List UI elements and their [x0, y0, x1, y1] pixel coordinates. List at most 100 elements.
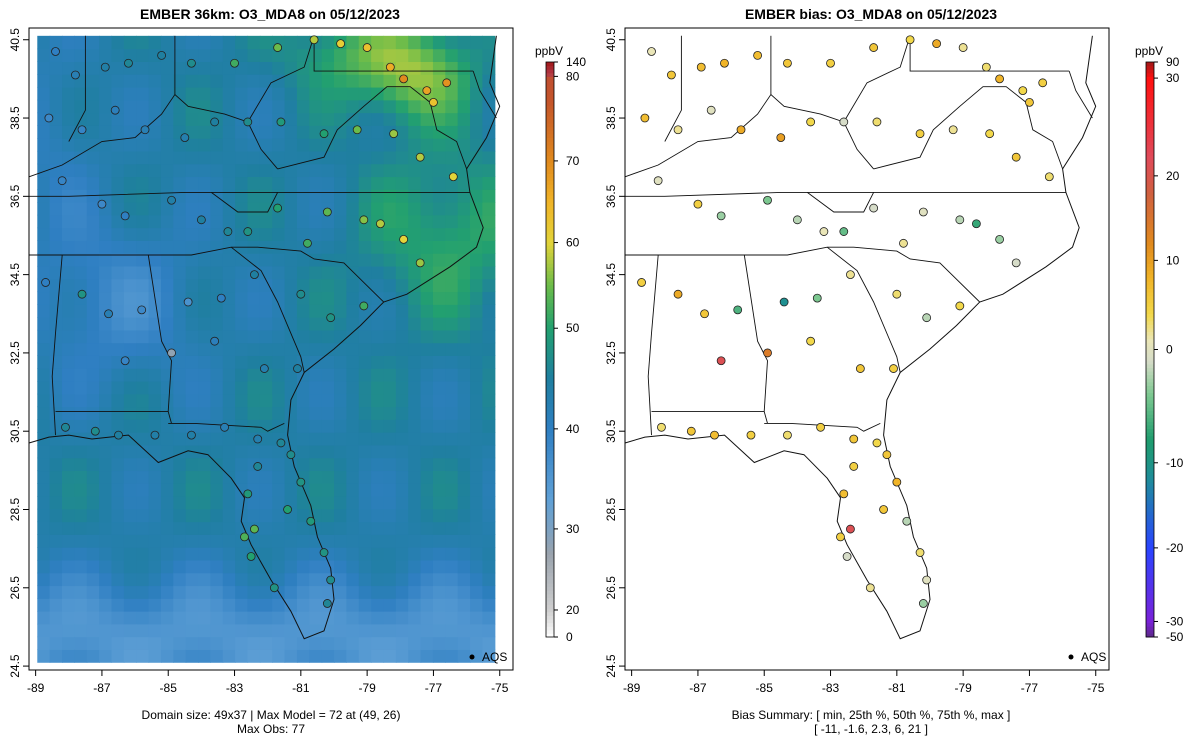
grid-cell: [173, 99, 187, 114]
grid-cell: [173, 61, 187, 75]
grid-cell: [296, 176, 310, 190]
grid-cell: [198, 483, 211, 497]
grid-cell: [395, 202, 409, 216]
aqs-bias-point: [955, 301, 965, 311]
colorbar-segment: [1146, 575, 1154, 580]
grid-cell: [235, 406, 249, 420]
grid-cell: [395, 342, 409, 356]
colorbar-segment: [1146, 191, 1154, 196]
colorbar-segment: [546, 266, 554, 271]
state-border: [247, 35, 315, 123]
grid-cell: [296, 483, 310, 497]
grid-cell: [49, 74, 63, 88]
grid-cell: [49, 227, 63, 241]
colorbar-tick-label: 80: [566, 69, 580, 83]
grid-cell: [334, 265, 347, 280]
grid-cell: [445, 291, 459, 305]
grid-cell: [123, 572, 137, 587]
grid-cell: [272, 291, 286, 305]
aqs-station-point: [273, 43, 283, 52]
colorbar-segment: [546, 230, 554, 235]
grid-cell: [62, 86, 75, 101]
colorbar-segment: [1146, 133, 1154, 138]
grid-cell: [136, 202, 150, 216]
grid-cell: [99, 176, 113, 190]
colorbar-segment: [1146, 601, 1154, 606]
grid-cell: [37, 74, 51, 88]
grid-cell: [37, 176, 51, 190]
grid-cell: [259, 112, 273, 126]
grid-cell: [160, 253, 174, 267]
grid-cell: [470, 508, 484, 523]
grid-cell: [247, 636, 261, 650]
grid-cell: [309, 265, 323, 280]
colorbar-segment: [1146, 94, 1154, 99]
grid-cell: [74, 508, 88, 523]
aqs-bias-point: [779, 297, 789, 307]
grid-cell: [62, 457, 75, 472]
grid-cell: [346, 521, 360, 535]
grid-cell: [222, 572, 236, 587]
grid-cell: [86, 636, 100, 650]
colorbar-segment: [1146, 457, 1154, 462]
grid-cell: [247, 342, 261, 356]
grid-cell: [111, 125, 125, 139]
grid-cell: [383, 432, 397, 446]
grid-cell: [482, 227, 496, 241]
colorbar-segment: [546, 327, 554, 333]
grid-cell: [198, 406, 211, 420]
grid-cell: [309, 547, 323, 561]
grid-cell: [445, 483, 459, 497]
grid-cell: [173, 253, 187, 267]
grid-cell: [334, 304, 347, 318]
grid-cell: [334, 86, 347, 101]
grid-cell: [284, 534, 298, 548]
grid-cell: [222, 150, 236, 165]
grid-cell: [198, 598, 211, 612]
grid-cell: [198, 163, 211, 178]
grid-cell: [358, 380, 372, 395]
aqs-bias-point: [842, 552, 852, 561]
grid-cell: [136, 176, 150, 190]
colorbar-segment: [546, 133, 554, 138]
grid-cell: [210, 547, 224, 561]
grid-cell: [272, 649, 286, 663]
grid-cell: [136, 598, 150, 612]
grid-cell: [185, 189, 199, 203]
grid-cell: [482, 393, 496, 408]
grid-cell: [62, 444, 75, 459]
colorbar-segment: [546, 87, 554, 92]
grid-cell: [420, 547, 434, 561]
grid-cell: [111, 572, 125, 587]
grid-cell: [235, 317, 249, 331]
grid-cell: [49, 202, 63, 216]
colorbar-segment: [1146, 453, 1154, 458]
grid-cell: [123, 649, 137, 663]
grid-cell: [420, 380, 434, 395]
grid-cell: [247, 368, 261, 382]
grid-cell: [198, 611, 211, 625]
grid-cell: [111, 483, 125, 497]
grid-cell: [284, 61, 298, 75]
grid-cell: [383, 444, 397, 459]
colorbar-tick-label: 10: [1166, 253, 1180, 267]
grid-cell: [432, 534, 446, 548]
colorbar-tick-label: 60: [566, 236, 580, 250]
grid-cell: [235, 432, 249, 446]
grid-cell: [173, 649, 187, 663]
grid-cell: [235, 547, 249, 561]
grid-cell: [123, 304, 137, 318]
grid-cell: [395, 304, 409, 318]
grid-cell: [247, 623, 261, 638]
aqs-station-point: [273, 203, 283, 213]
grid-cell: [62, 483, 75, 497]
grid-cell: [160, 265, 174, 280]
colorbar-segment: [546, 522, 554, 527]
grid-cell: [37, 534, 51, 548]
grid-cell: [123, 623, 137, 638]
aqs-station-point: [429, 97, 438, 107]
grid-cell: [445, 317, 459, 331]
grid-cell: [272, 521, 286, 535]
